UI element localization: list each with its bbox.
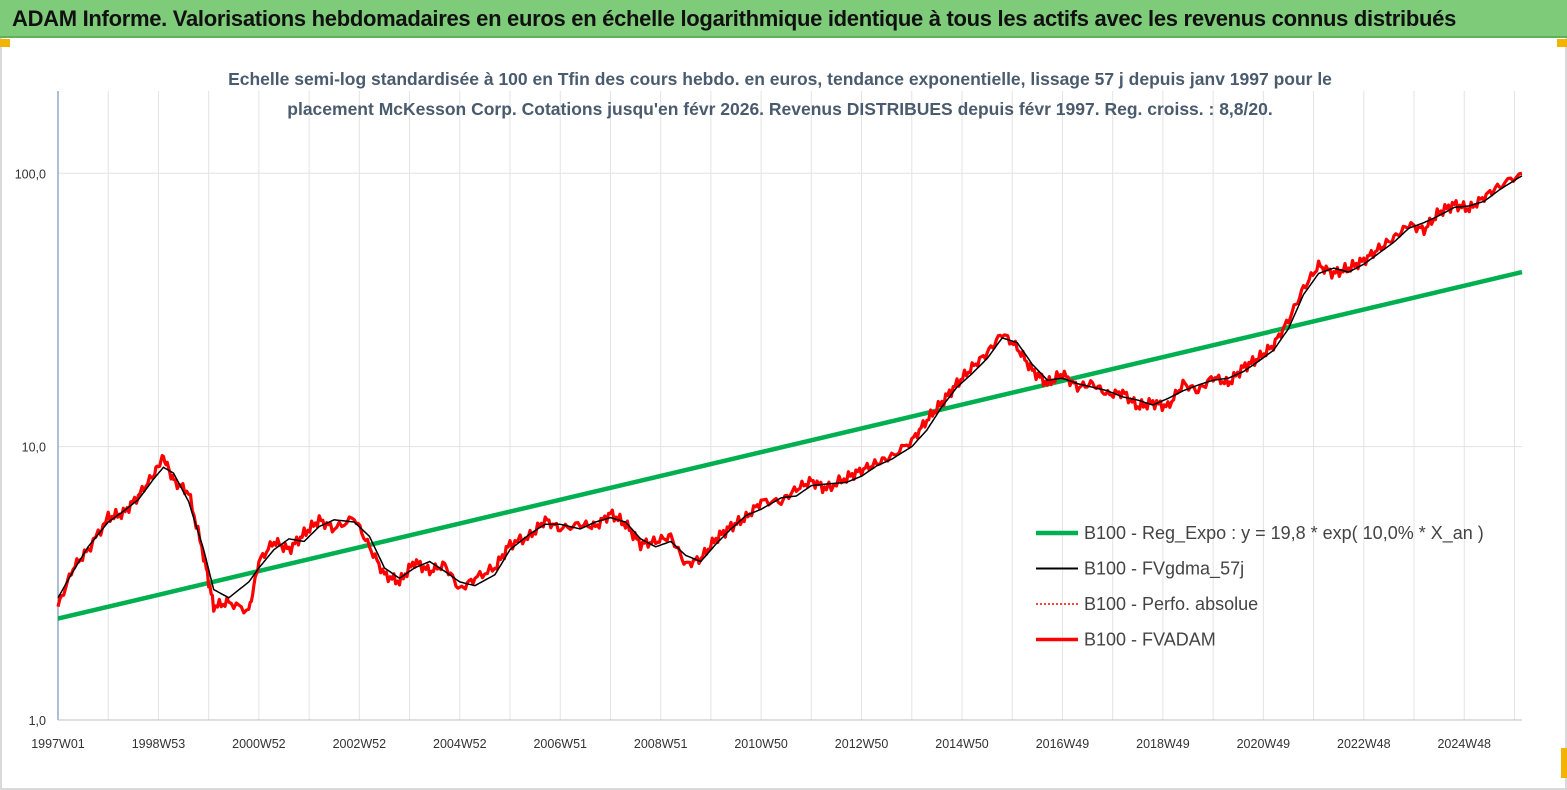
chart-frame — [0, 38, 1567, 790]
x-tick-label: 1997W01 — [31, 737, 85, 751]
y-tick-label: 10,0 — [22, 441, 46, 455]
x-tick-label: 2006W51 — [533, 737, 587, 751]
corner-marker-bottom-right — [1561, 748, 1567, 778]
legend-label-0: B100 - Reg_Expo : y = 19,8 * exp( 10,0% … — [1084, 523, 1484, 544]
chart-subtitle-line2: placement McKesson Corp. Cotations jusqu… — [287, 99, 1272, 119]
chart-subtitle-line1: Echelle semi-log standardisée à 100 en T… — [228, 69, 1332, 89]
x-tick-label: 2020W49 — [1237, 737, 1291, 751]
y-tick-label: 100,0 — [15, 167, 46, 181]
grid-lines — [57, 91, 1522, 721]
x-tick-label: 2008W51 — [634, 737, 688, 751]
x-tick-label: 2024W48 — [1437, 737, 1491, 751]
series-group — [56, 171, 1523, 621]
corner-marker-top-right — [1557, 39, 1567, 47]
report-title: ADAM Informe. Valorisations hebdomadaire… — [12, 6, 1457, 31]
x-axis-ticks: 1997W01 1998W53 2000W52 2002W52 2004W52 2006W… — [31, 737, 1491, 751]
legend-label-3: B100 - FVADAM — [1084, 630, 1216, 650]
y-axis-ticks: 100,0 10,0 1,0 — [15, 167, 46, 728]
series-line-3 — [56, 171, 1523, 615]
x-tick-label: 2018W49 — [1136, 737, 1190, 751]
x-tick-label: 2014W50 — [935, 737, 989, 751]
x-tick-label: 2012W50 — [835, 737, 889, 751]
legend-label-1: B100 - FVgdma_57j — [1084, 559, 1244, 580]
y-tick-label: 1,0 — [29, 714, 46, 728]
x-tick-label: 2016W49 — [1036, 737, 1090, 751]
x-tick-label: 2010W50 — [734, 737, 788, 751]
legend-label-2: B100 - Perfo. absolue — [1084, 594, 1258, 614]
x-tick-label: 2002W52 — [333, 737, 387, 751]
header-banner: ADAM Informe. Valorisations hebdomadaire… — [0, 0, 1567, 38]
x-tick-label: 2000W52 — [232, 737, 286, 751]
series-line-1 — [57, 175, 1523, 599]
x-tick-label: 2022W48 — [1337, 737, 1391, 751]
corner-marker-top-left — [0, 39, 10, 47]
x-tick-label: 1998W53 — [132, 737, 186, 751]
legend: B100 - Reg_Expo : y = 19,8 * exp( 10,0% … — [1036, 523, 1484, 650]
x-tick-label: 2004W52 — [433, 737, 487, 751]
series-line-0 — [57, 269, 1523, 621]
